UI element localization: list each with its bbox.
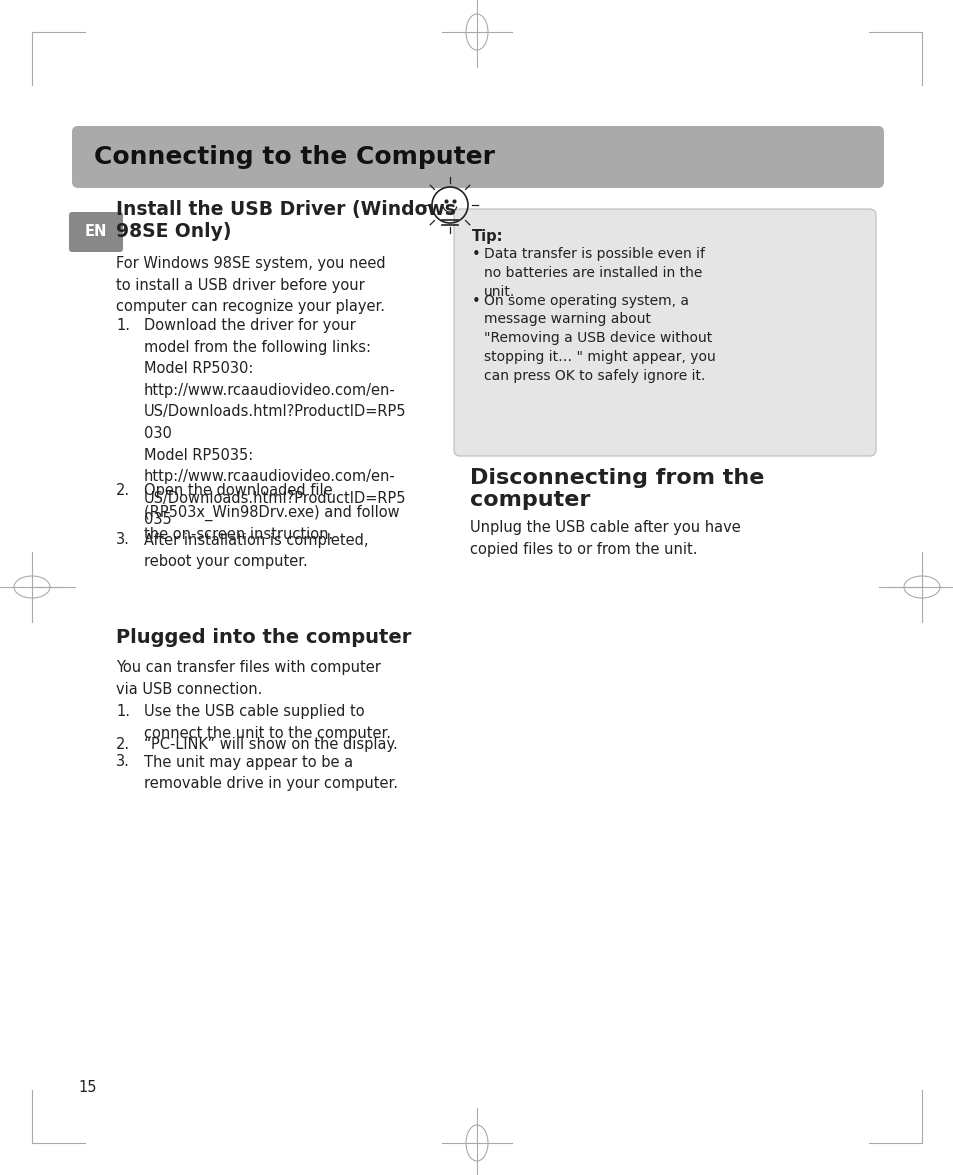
- Text: Connecting to the Computer: Connecting to the Computer: [94, 145, 495, 169]
- Text: 1.: 1.: [116, 704, 130, 719]
- Text: Use the USB cable supplied to
connect the unit to the computer.: Use the USB cable supplied to connect th…: [144, 704, 391, 740]
- Text: computer: computer: [470, 490, 590, 510]
- Text: EN: EN: [85, 224, 107, 240]
- Text: After installation is completed,
reboot your computer.: After installation is completed, reboot …: [144, 532, 368, 569]
- Text: •: •: [472, 247, 480, 262]
- Text: 2.: 2.: [116, 737, 130, 752]
- Text: 2.: 2.: [116, 483, 130, 498]
- Text: Tip:: Tip:: [472, 229, 503, 244]
- Text: Disconnecting from the: Disconnecting from the: [470, 468, 763, 488]
- Text: 98SE Only): 98SE Only): [116, 222, 232, 241]
- Text: Download the driver for your
model from the following links:
Model RP5030:
http:: Download the driver for your model from …: [144, 318, 406, 528]
- Text: You can transfer files with computer
via USB connection.: You can transfer files with computer via…: [116, 660, 380, 697]
- Text: “PC-LINK” will show on the display.: “PC-LINK” will show on the display.: [144, 737, 397, 752]
- Text: Install the USB Driver (Windows: Install the USB Driver (Windows: [116, 200, 456, 219]
- Text: 3.: 3.: [116, 532, 130, 548]
- Text: 3.: 3.: [116, 754, 130, 770]
- Text: Unplug the USB cable after you have
copied files to or from the unit.: Unplug the USB cable after you have copi…: [470, 521, 740, 557]
- FancyBboxPatch shape: [69, 212, 123, 251]
- Text: 1.: 1.: [116, 318, 130, 333]
- Text: On some operating system, a
message warning about
"Removing a USB device without: On some operating system, a message warn…: [483, 294, 715, 383]
- FancyBboxPatch shape: [71, 126, 883, 188]
- Text: 15: 15: [78, 1080, 96, 1095]
- Text: For Windows 98SE system, you need
to install a USB driver before your
computer c: For Windows 98SE system, you need to ins…: [116, 256, 385, 314]
- Text: Plugged into the computer: Plugged into the computer: [116, 627, 411, 647]
- Text: The unit may appear to be a
removable drive in your computer.: The unit may appear to be a removable dr…: [144, 754, 397, 791]
- Text: •: •: [472, 294, 480, 309]
- Text: Open the downloaded file
(RP503x_Win98Drv.exe) and follow
the on-screen instruct: Open the downloaded file (RP503x_Win98Dr…: [144, 483, 399, 543]
- Text: Data transfer is possible even if
no batteries are installed in the
unit.: Data transfer is possible even if no bat…: [483, 247, 704, 298]
- FancyBboxPatch shape: [454, 209, 875, 456]
